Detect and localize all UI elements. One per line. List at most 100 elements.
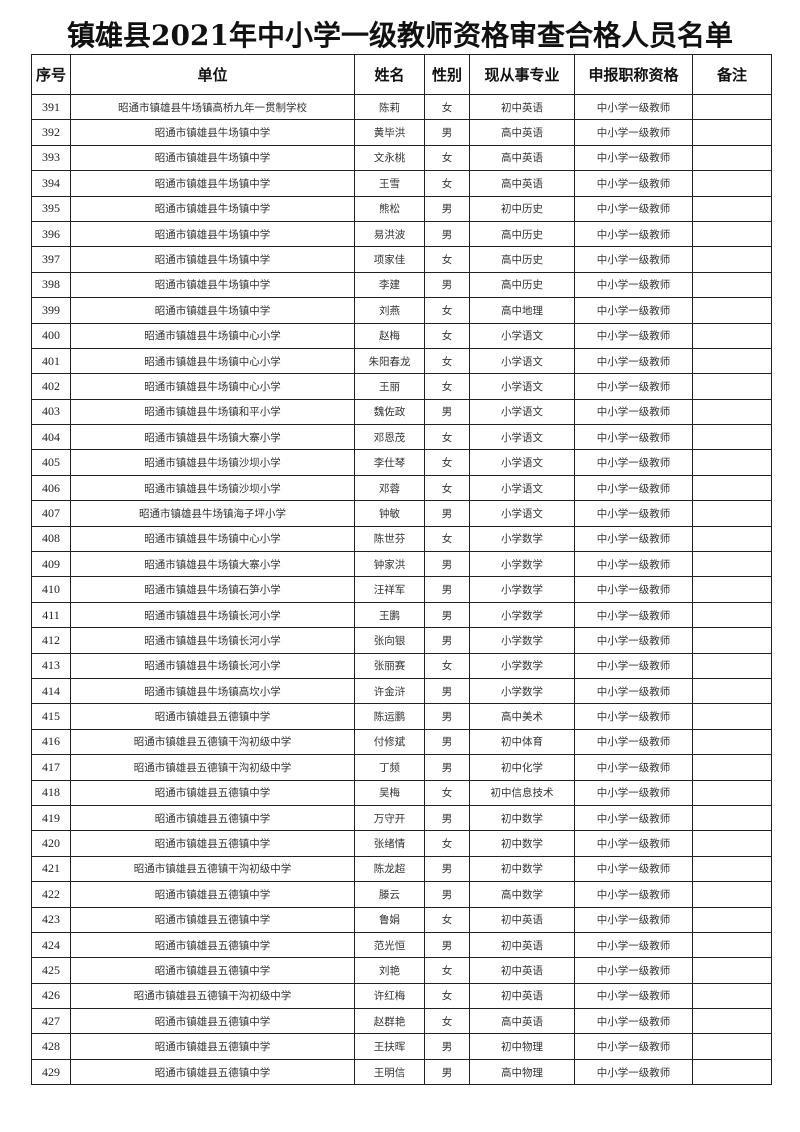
column-header-seq: 序号 bbox=[31, 54, 71, 95]
cell-title-qualification: 中小学一级教师 bbox=[574, 271, 693, 299]
cell-title-qualification: 中小学一级教师 bbox=[574, 779, 693, 806]
cell-name: 吴梅 bbox=[354, 779, 425, 806]
table-row: 411 昭通市镇雄县牛场镇长河小学 王鹏男小学数学 中小学一级教师 bbox=[31, 601, 772, 629]
cell-remarks bbox=[692, 957, 772, 984]
cell-seq: 412 bbox=[31, 627, 71, 654]
cell-gender: 女 bbox=[424, 144, 470, 172]
cell-name: 李仕琴 bbox=[354, 449, 425, 476]
cell-gender: 男 bbox=[424, 576, 470, 603]
cell-remarks bbox=[692, 246, 772, 273]
cell-unit: 昭通市镇雄县牛场镇长河小学 bbox=[70, 652, 355, 679]
cell-gender: 女 bbox=[424, 957, 470, 984]
cell-remarks bbox=[692, 297, 772, 324]
cell-seq: 407 bbox=[31, 500, 71, 527]
cell-seq: 428 bbox=[31, 1033, 71, 1060]
cell-title-qualification: 中小学一级教师 bbox=[574, 119, 693, 146]
cell-title-qualification: 中小学一级教师 bbox=[574, 398, 693, 426]
cell-gender: 男 bbox=[424, 754, 470, 781]
cell-unit: 昭通市镇雄县五德镇中学 bbox=[70, 1033, 355, 1060]
cell-major: 小学语文 bbox=[469, 424, 575, 451]
cell-major: 初中信息技术 bbox=[469, 779, 575, 806]
cell-unit: 昭通市镇雄县牛场镇中心小学 bbox=[70, 525, 355, 553]
cell-major: 初中化学 bbox=[469, 754, 575, 781]
cell-gender: 男 bbox=[424, 703, 470, 730]
cell-name: 朱阳春龙 bbox=[354, 347, 425, 375]
cell-name: 赵梅 bbox=[354, 322, 425, 349]
cell-gender: 女 bbox=[424, 982, 470, 1010]
cell-major: 初中数学 bbox=[469, 804, 575, 832]
table-row: 400 昭通市镇雄县牛场镇中心小学 赵梅女小学语文 中小学一级教师 bbox=[31, 322, 772, 349]
cell-seq: 403 bbox=[31, 398, 71, 426]
cell-name: 汪祥军 bbox=[354, 576, 425, 603]
cell-remarks bbox=[692, 474, 772, 502]
cell-remarks bbox=[692, 931, 772, 959]
cell-title-qualification: 中小学一级教师 bbox=[574, 93, 693, 121]
cell-title-qualification: 中小学一级教师 bbox=[574, 551, 693, 578]
cell-gender: 女 bbox=[424, 373, 470, 400]
cell-gender: 男 bbox=[424, 195, 470, 222]
cell-unit: 昭通市镇雄县五德镇中学 bbox=[70, 1058, 355, 1086]
cell-major: 小学语文 bbox=[469, 398, 575, 426]
column-header-unit: 单位 bbox=[70, 54, 355, 95]
cell-title-qualification: 中小学一级教师 bbox=[574, 855, 693, 883]
cell-title-qualification: 中小学一级教师 bbox=[574, 627, 693, 654]
cell-unit: 昭通市镇雄县牛场镇中学 bbox=[70, 119, 355, 146]
cell-major: 初中数学 bbox=[469, 830, 575, 857]
cell-major: 高中英语 bbox=[469, 144, 575, 172]
table-row: 429 昭通市镇雄县五德镇中学 王明信男高中物理 中小学一级教师 bbox=[31, 1058, 772, 1086]
table-row: 398 昭通市镇雄县牛场镇中学 李建男高中历史 中小学一级教师 bbox=[31, 271, 772, 299]
cell-seq: 418 bbox=[31, 779, 71, 806]
cell-gender: 女 bbox=[424, 297, 470, 324]
cell-major: 高中英语 bbox=[469, 119, 575, 146]
table-row: 404 昭通市镇雄县牛场镇大寨小学 邓恩茂女小学语文 中小学一级教师 bbox=[31, 424, 772, 451]
cell-gender: 男 bbox=[424, 677, 470, 705]
cell-major: 初中历史 bbox=[469, 195, 575, 222]
cell-gender: 女 bbox=[424, 322, 470, 349]
cell-unit: 昭通市镇雄县牛场镇长河小学 bbox=[70, 601, 355, 629]
cell-unit: 昭通市镇雄县牛场镇石笋小学 bbox=[70, 576, 355, 603]
cell-gender: 男 bbox=[424, 881, 470, 908]
cell-major: 初中英语 bbox=[469, 93, 575, 121]
cell-title-qualification: 中小学一级教师 bbox=[574, 246, 693, 273]
cell-gender: 女 bbox=[424, 906, 470, 933]
cell-title-qualification: 中小学一级教师 bbox=[574, 500, 693, 527]
table-row: 428 昭通市镇雄县五德镇中学 王扶晖男初中物理 中小学一级教师 bbox=[31, 1033, 772, 1060]
cell-name: 付修斌 bbox=[354, 728, 425, 756]
table-row: 419 昭通市镇雄县五德镇中学 万守开男初中数学 中小学一级教师 bbox=[31, 804, 772, 832]
cell-seq: 426 bbox=[31, 982, 71, 1010]
cell-name: 黄毕洪 bbox=[354, 119, 425, 146]
cell-title-qualification: 中小学一级教师 bbox=[574, 601, 693, 629]
cell-name: 魏佐政 bbox=[354, 398, 425, 426]
cell-remarks bbox=[692, 576, 772, 603]
table-row: 414 昭通市镇雄县牛场镇高坎小学 许金浒男小学数学 中小学一级教师 bbox=[31, 677, 772, 705]
cell-remarks bbox=[692, 119, 772, 146]
table-row: 421 昭通市镇雄县五德镇干沟初级中学 陈龙超男初中数学 中小学一级教师 bbox=[31, 855, 772, 883]
cell-name: 王鹏 bbox=[354, 601, 425, 629]
cell-title-qualification: 中小学一级教师 bbox=[574, 804, 693, 832]
cell-gender: 男 bbox=[424, 119, 470, 146]
cell-title-qualification: 中小学一级教师 bbox=[574, 754, 693, 781]
cell-remarks bbox=[692, 728, 772, 756]
cell-major: 小学语文 bbox=[469, 474, 575, 502]
cell-name: 许红梅 bbox=[354, 982, 425, 1010]
cell-seq: 427 bbox=[31, 1008, 71, 1035]
cell-title-qualification: 中小学一级教师 bbox=[574, 1008, 693, 1035]
cell-name: 陈世芬 bbox=[354, 525, 425, 553]
cell-name: 刘艳 bbox=[354, 957, 425, 984]
cell-remarks bbox=[692, 500, 772, 527]
cell-title-qualification: 中小学一级教师 bbox=[574, 982, 693, 1010]
cell-name: 邓蓉 bbox=[354, 474, 425, 502]
cell-title-qualification: 中小学一级教师 bbox=[574, 1033, 693, 1060]
cell-gender: 女 bbox=[424, 830, 470, 857]
cell-name: 文永桃 bbox=[354, 144, 425, 172]
cell-seq: 398 bbox=[31, 271, 71, 299]
cell-remarks bbox=[692, 93, 772, 121]
cell-seq: 400 bbox=[31, 322, 71, 349]
cell-seq: 406 bbox=[31, 474, 71, 502]
cell-unit: 昭通市镇雄县五德镇中学 bbox=[70, 830, 355, 857]
cell-seq: 417 bbox=[31, 754, 71, 781]
document-title: 镇雄县2021年中小学一级教师资格审查合格人员名单 bbox=[67, 19, 733, 52]
table-row: 424 昭通市镇雄县五德镇中学 范光恒男初中英语 中小学一级教师 bbox=[31, 931, 772, 959]
table-row: 396 昭通市镇雄县牛场镇中学 易洪波男高中历史 中小学一级教师 bbox=[31, 220, 772, 248]
